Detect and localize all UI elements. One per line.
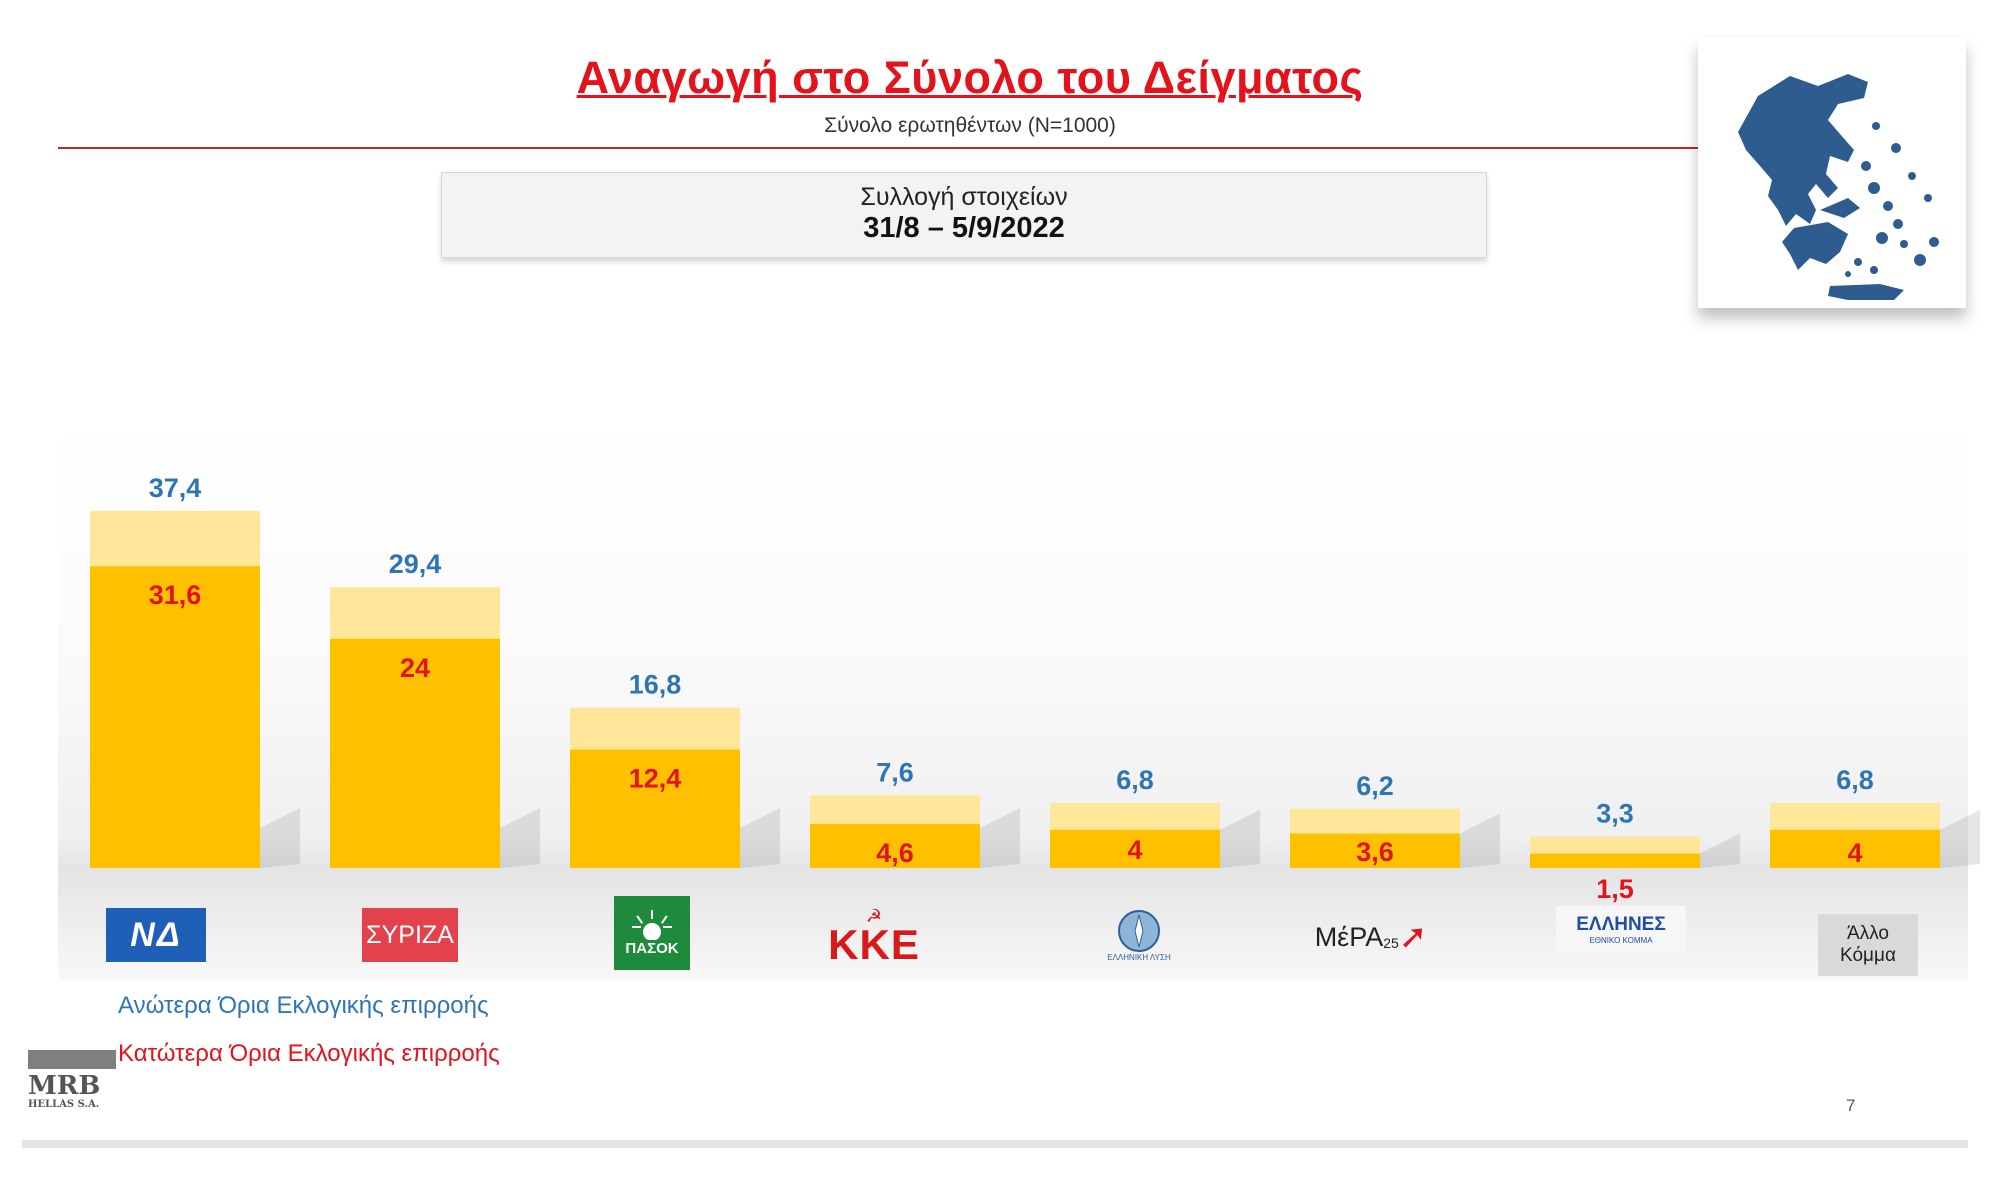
lower-value-label: 31,6 bbox=[149, 580, 202, 610]
elliniki-lysi-logo-text: ΕΛΛΗΝΙΚΗ ΛΥΣΗ bbox=[1107, 952, 1171, 962]
lower-value-label: 4,6 bbox=[876, 838, 914, 868]
lower-value-label: 4 bbox=[1127, 835, 1142, 865]
collection-dates: 31/8 – 5/9/2022 bbox=[863, 212, 1065, 244]
mrb-logo: MRB HELLAS S.A. bbox=[28, 1050, 116, 1110]
chart-title: Αναγωγή στο Σύνολο του Δείγματος bbox=[576, 52, 1364, 103]
footer-line bbox=[22, 1140, 1968, 1148]
upper-value-label: 29,4 bbox=[389, 549, 442, 579]
ellines-logo-text: ΕΛΛΗΝΕΣ bbox=[1576, 913, 1666, 935]
kke-logo: ☭ ΚΚΕ bbox=[826, 906, 922, 968]
legend-lower: Κατώτερα Όρια Εκλογικής επιρροής bbox=[118, 1040, 500, 1067]
lower-bar bbox=[810, 824, 980, 868]
lower-bar bbox=[1530, 853, 1700, 868]
upper-value-label: 37,4 bbox=[149, 473, 202, 503]
sun-icon bbox=[632, 909, 672, 940]
mera25-logo-number: 25 bbox=[1383, 935, 1399, 951]
mera25-logo-text: ΜέΡΑ bbox=[1314, 921, 1384, 952]
upper-value-label: 16,8 bbox=[629, 670, 682, 700]
greece-map-icon bbox=[1738, 74, 1939, 300]
bar-shadow bbox=[1220, 809, 1260, 868]
kke-logo-text: ΚΚΕ bbox=[828, 921, 920, 968]
compass-icon bbox=[1118, 909, 1160, 952]
upper-value-label: 6,8 bbox=[1116, 765, 1154, 795]
lower-value-label: 3,6 bbox=[1356, 837, 1394, 867]
mrb-sub: HELLAS S.A. bbox=[28, 1099, 100, 1110]
bar-shadow bbox=[1460, 813, 1500, 868]
mrb-bar bbox=[28, 1050, 116, 1069]
mera25-logo: ΜέΡΑ 25 ➚ bbox=[1306, 912, 1436, 962]
bar-shadow bbox=[1940, 809, 1980, 868]
upper-value-label: 7,6 bbox=[876, 757, 914, 787]
nd-logo: ΝΔ bbox=[106, 908, 206, 962]
hammer-sickle-icon: ☭ bbox=[865, 906, 883, 926]
bar-shadow bbox=[260, 808, 300, 868]
legend-upper: Ανώτερα Όρια Εκλογικής επιρροής bbox=[118, 992, 489, 1019]
pasok-logo-text: ΠΑΣΟΚ bbox=[625, 939, 679, 957]
pasok-logo: ΠΑΣΟΚ bbox=[614, 896, 690, 970]
lower-value-label: 12,4 bbox=[629, 764, 682, 794]
lower-value-label: 24 bbox=[400, 653, 430, 683]
collection-label: Συλλογή στοιχείων bbox=[860, 183, 1068, 211]
collection-date-box: Συλλογή στοιχείων 31/8 – 5/9/2022 bbox=[441, 172, 1487, 258]
greece-map-card bbox=[1698, 38, 1966, 308]
allo-komma-box: Άλλο Κόμμα bbox=[1818, 914, 1918, 976]
bar-shadow bbox=[1700, 833, 1740, 868]
upper-value-label: 6,2 bbox=[1356, 771, 1394, 801]
syriza-logo-text: ΣΥΡΙΖΑ bbox=[366, 920, 454, 949]
ellines-logo: ΕΛΛΗΝΕΣ ΕΘΝΙΚΟ ΚΟΜΜΑ bbox=[1556, 906, 1686, 952]
bar-shadow bbox=[740, 808, 780, 868]
lower-bar bbox=[570, 749, 740, 868]
elliniki-lysi-logo: ΕΛΛΗΝΙΚΗ ΛΥΣΗ bbox=[1098, 900, 1180, 970]
allo-komma-line2: Κόμμα bbox=[1840, 945, 1896, 966]
upper-value-label: 3,3 bbox=[1596, 798, 1634, 828]
upper-value-label: 6,8 bbox=[1836, 765, 1874, 795]
ellines-logo-subtext: ΕΘΝΙΚΟ ΚΟΜΜΑ bbox=[1589, 935, 1653, 945]
allo-komma-line1: Άλλο bbox=[1847, 923, 1889, 944]
lower-bar bbox=[90, 566, 260, 868]
lower-bar bbox=[1290, 833, 1460, 868]
lower-bar bbox=[1050, 829, 1220, 868]
bar-shadow bbox=[500, 808, 540, 868]
arrow-icon: ➚ bbox=[1398, 918, 1428, 956]
mrb-name: MRB bbox=[28, 1071, 101, 1101]
chart-subtitle: Σύνολο ερωτηθέντων (N=1000) bbox=[824, 114, 1116, 137]
lower-value-label: 1,5 bbox=[1596, 874, 1634, 904]
bar-shadow bbox=[980, 808, 1020, 868]
title-rule bbox=[58, 147, 1698, 149]
syriza-logo: ΣΥΡΙΖΑ bbox=[362, 908, 458, 962]
lower-bar bbox=[1770, 829, 1940, 868]
lower-bar bbox=[330, 638, 500, 868]
nd-logo-text: ΝΔ bbox=[130, 915, 182, 954]
page-number: 7 bbox=[1846, 1096, 1856, 1115]
lower-value-label: 4 bbox=[1847, 838, 1862, 868]
